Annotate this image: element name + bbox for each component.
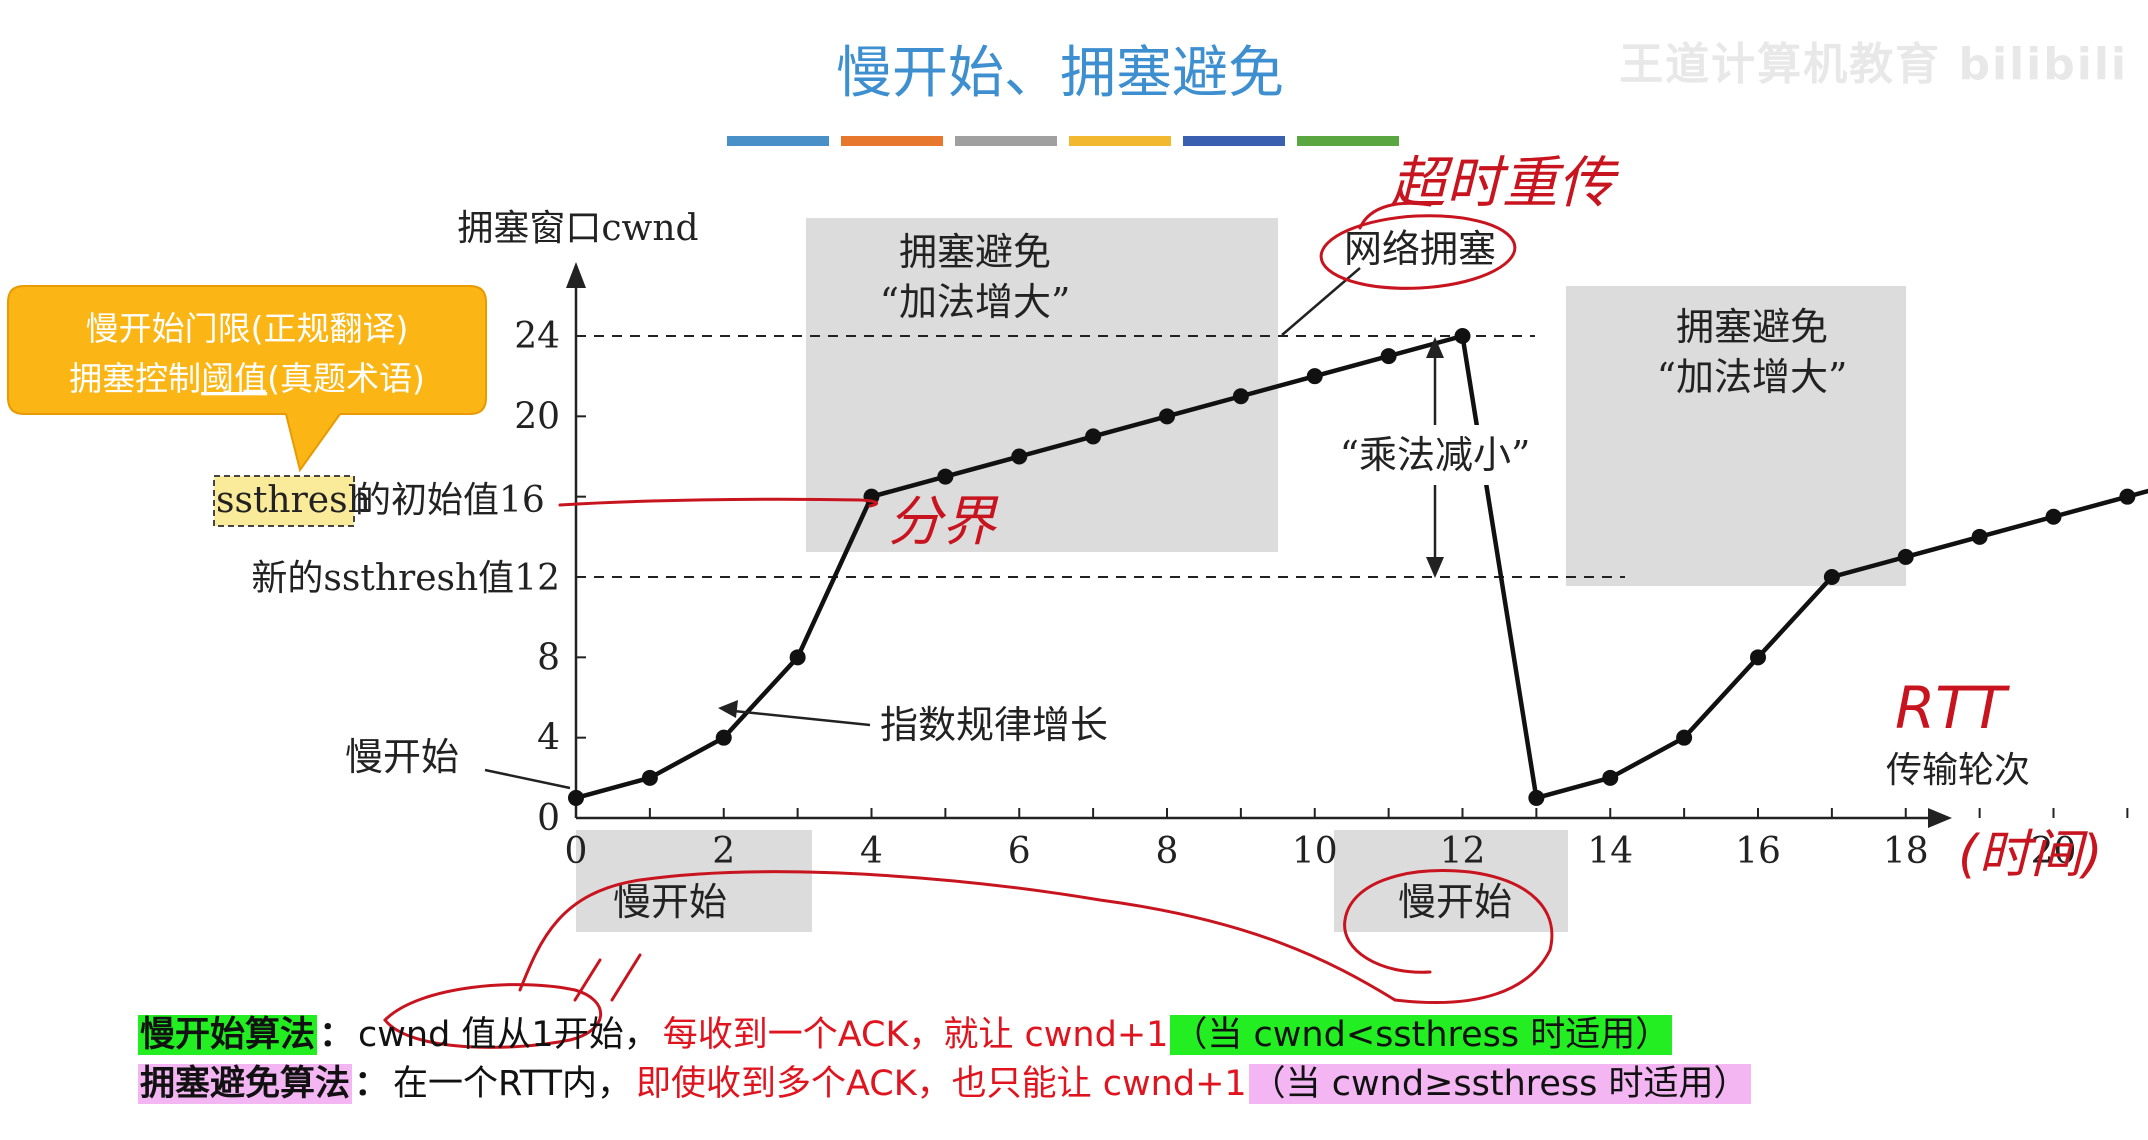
ca-region-1 xyxy=(806,218,1278,552)
x-tick-label: 4 xyxy=(860,831,883,872)
summary-note-1: （当 cwnd<ssthress 时适用） xyxy=(1170,1015,1673,1055)
y-tick-label: 20 xyxy=(514,396,560,437)
data-point xyxy=(568,789,584,806)
handwritten-rtt: RTT xyxy=(1895,674,2011,742)
data-point xyxy=(1676,729,1693,746)
x-axis-arrow xyxy=(1928,808,1952,828)
summary-text-2: 在一个RTT内， xyxy=(393,1064,632,1104)
data-point xyxy=(937,468,954,485)
ca-label-1: 拥塞避免 xyxy=(899,230,1051,274)
summary-label-1: 慢开始算法 xyxy=(138,1015,318,1055)
x-tick-label: 12 xyxy=(1440,831,1486,872)
chart-axes: 02468101214161820220482024 xyxy=(514,262,2129,872)
y-tick-label: 8 xyxy=(537,637,560,678)
new-ssthresh-label: 新的ssthresh值12 xyxy=(251,558,560,599)
title-color-bar xyxy=(727,136,1399,146)
data-point xyxy=(1602,769,1619,786)
summary-label-2: 拥塞避免算法 xyxy=(138,1064,353,1104)
summary-line-2: 拥塞避免算法：在一个RTT内， 即使收到多个ACK，也只能让 cwnd+1 （当 c… xyxy=(138,1055,1751,1106)
slow-start-band-1 xyxy=(576,830,812,932)
ca-label-2: 拥塞避免 xyxy=(1676,305,1828,349)
summary-red-1: 每收到一个ACK，就让 cwnd+1 xyxy=(662,1015,1169,1055)
data-point xyxy=(1454,328,1471,344)
y-axis-arrow xyxy=(566,262,586,288)
page-title: 慢开始、拥塞避免 xyxy=(836,41,1284,106)
slow-start-band-label-1: 慢开始 xyxy=(613,880,727,924)
data-point xyxy=(1528,789,1545,806)
data-point xyxy=(1823,569,1840,585)
data-point xyxy=(1159,408,1175,425)
title-bar-segment xyxy=(955,136,1057,146)
title-bar-segment xyxy=(1297,136,1399,146)
callout-box xyxy=(7,285,487,473)
handwritten-annotations xyxy=(382,201,1554,1049)
x-tick-label: 20 xyxy=(2031,831,2077,872)
title-bar-segment xyxy=(1183,136,1285,146)
data-point xyxy=(2045,508,2062,525)
data-point xyxy=(1011,448,1028,465)
congestion-label: 网络拥塞 xyxy=(1344,227,1496,271)
summary-colon-1: ： xyxy=(319,1015,355,1055)
x-tick-label: 18 xyxy=(1883,831,1929,872)
summary-red-2: 即使收到多个ACK，也只能让 cwnd+1 xyxy=(635,1064,1247,1104)
data-series xyxy=(568,328,2148,806)
x-tick-label: 0 xyxy=(565,831,588,872)
ca-sublabel-1: “加法增大” xyxy=(880,280,1071,324)
ssthresh-initial-label: 的初始值16 xyxy=(355,480,545,521)
handwritten-boundary: 分界 xyxy=(888,490,999,553)
data-point xyxy=(1232,388,1249,405)
summary-text-1: cwnd 值从1开始， xyxy=(358,1015,659,1055)
data-point xyxy=(1971,528,1988,545)
handwritten-time: (时间) xyxy=(1958,825,2103,885)
data-point xyxy=(1380,348,1397,365)
watermark: 王道计算机教育 bilibili xyxy=(1619,39,2128,90)
x-tick-label: 16 xyxy=(1735,831,1781,872)
y-axis-label: 拥塞窗口cwnd xyxy=(457,208,698,249)
ssthresh-term: ssthresh xyxy=(216,480,371,521)
congestion-circle xyxy=(1319,214,1517,290)
data-point xyxy=(1897,548,1914,565)
multiplicative-label: “乘法减小” xyxy=(1340,433,1531,477)
data-point xyxy=(2119,488,2136,505)
data-point xyxy=(715,729,732,746)
data-point xyxy=(1750,649,1766,666)
summary-note-2: （当 cwnd≥ssthress 时适用） xyxy=(1248,1064,1751,1104)
x-tick-label: 6 xyxy=(1008,831,1031,872)
data-point xyxy=(1085,428,1102,445)
title-bar-segment xyxy=(841,136,943,146)
drop-line xyxy=(1460,335,1539,799)
summary-line-1: 慢开始算法： cwnd 值从1开始， 每收到一个ACK，就让 cwnd+1 （当 cw… xyxy=(138,1006,1673,1057)
slow-start-band-label-2: 慢开始 xyxy=(1398,880,1512,924)
y-tick-label: 24 xyxy=(514,316,560,357)
ca-region-2 xyxy=(1566,286,1906,586)
y-tick-label: 0 xyxy=(537,798,560,839)
title-bar-segment xyxy=(1069,136,1171,146)
handwritten-timeout: 超时重传 xyxy=(1390,151,1619,216)
x-tick-label: 14 xyxy=(1587,831,1633,872)
y-tick-label: 4 xyxy=(537,718,560,759)
ssthresh-highlight xyxy=(213,475,355,527)
x-axis-label: 传输轮次 xyxy=(1886,750,2030,791)
callout-line2: 拥塞控制阈值(真题术语) xyxy=(69,359,425,398)
x-tick-label: 8 xyxy=(1156,831,1179,872)
summary-colon-2: ： xyxy=(354,1064,390,1104)
data-point xyxy=(789,649,806,666)
callout-line1: 慢开始门限(正规翻译) xyxy=(86,309,409,348)
slow-start-label: 慢开始 xyxy=(345,735,459,779)
x-tick-label: 10 xyxy=(1292,831,1338,872)
guide-lines xyxy=(576,335,1625,578)
ca-sublabel-2: “加法增大” xyxy=(1657,355,1848,399)
exponential-label: 指数规律增长 xyxy=(880,703,1108,747)
series-extension xyxy=(2126,488,2148,499)
data-point xyxy=(641,769,658,786)
data-point xyxy=(1306,368,1323,385)
x-tick-label: 2 xyxy=(712,831,735,872)
slow-start-band-2 xyxy=(1334,830,1568,932)
title-bar-segment xyxy=(727,136,829,146)
